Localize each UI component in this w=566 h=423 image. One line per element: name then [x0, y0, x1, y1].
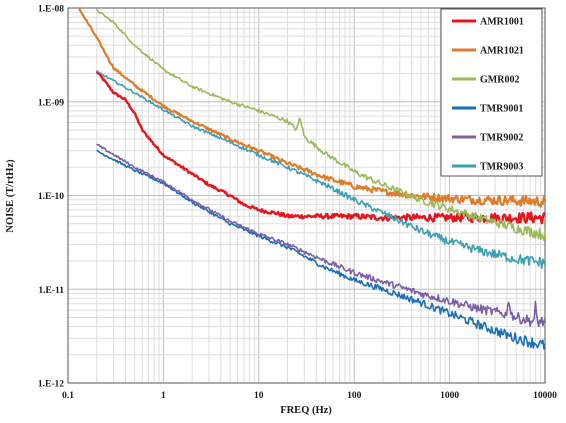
legend-label-tmr9003: TMR9003: [480, 162, 523, 173]
x-tick-label: 1: [161, 391, 166, 401]
x-tick-label: 0.1: [62, 391, 74, 401]
y-tick-label: 1.E-10: [38, 192, 64, 202]
legend: AMR1001 AMR1021 GMR002 TMR9001 TMR9002 TMR900…: [440, 8, 543, 177]
legend-label-tmr9001: TMR9001: [480, 104, 523, 115]
y-tick-label: 1.E-09: [38, 98, 64, 108]
y-tick-label: 1.E-08: [38, 5, 64, 15]
series-line-amr1021: [77, 6, 546, 208]
x-tick-label: 1000: [440, 391, 459, 401]
plot-area-border: [67, 7, 546, 384]
y-tick-label: 1.E-12: [38, 380, 64, 390]
series-line-tmr9001: [96, 149, 546, 350]
series-line-gmr002: [95, 8, 546, 241]
legend-label-amr1001: AMR1001: [480, 17, 524, 28]
tick-labels: 0.1 1 10 100 1000 10000 1.E-08 1.E-09 1.E-10 1.E-…: [38, 5, 557, 402]
x-axis-title: FREQ (Hz): [280, 405, 332, 416]
series-line-tmr9003: [96, 69, 546, 269]
series-lines: [77, 6, 546, 350]
legend-label-tmr9002: TMR9002: [480, 133, 523, 144]
legend-label-gmr002: GMR002: [480, 75, 519, 86]
grid: [67, 8, 545, 384]
y-tick-label: 1.E-11: [38, 286, 64, 296]
x-tick-label: 100: [347, 391, 362, 401]
x-tick-label: 10000: [533, 391, 557, 401]
x-tick-label: 10: [254, 391, 264, 401]
y-axis-title: NOISE (T/rtHz): [5, 159, 16, 233]
legend-box: [440, 8, 543, 177]
series-line-tmr9002: [96, 143, 546, 328]
legend-label-amr1021: AMR1021: [480, 46, 524, 57]
